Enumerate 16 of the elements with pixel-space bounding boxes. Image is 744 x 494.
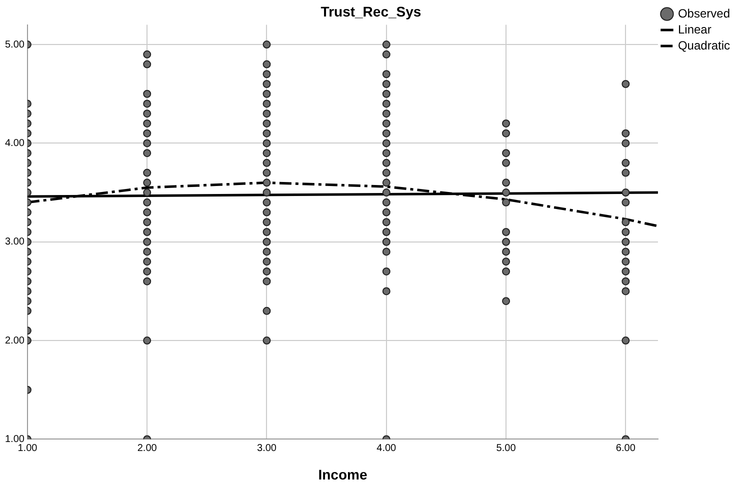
legend-label: Observed [678, 6, 730, 20]
x-axis-title: Income [318, 466, 368, 482]
chart-title: Trust_Rec_Sys [320, 3, 422, 20]
y-tick-label: 3.00 [4, 236, 25, 248]
y-tick-label: 5.00 [4, 39, 25, 50]
x-tick-label: 3.00 [257, 442, 277, 454]
x-tick-label: 4.00 [376, 442, 397, 454]
y-tick-label: 2.00 [4, 335, 25, 346]
x-tick-label: 1.00 [18, 442, 38, 454]
x-tick-label: 6.00 [616, 442, 636, 454]
y-tick-label: 1.00 [4, 434, 25, 445]
x-tick-label: 5.00 [496, 442, 516, 454]
legend-label: Quadratic [678, 38, 730, 52]
legend-label: Linear [678, 22, 712, 36]
y-tick-label: 4.00 [4, 138, 25, 149]
x-tick-label: 2.00 [137, 442, 158, 454]
